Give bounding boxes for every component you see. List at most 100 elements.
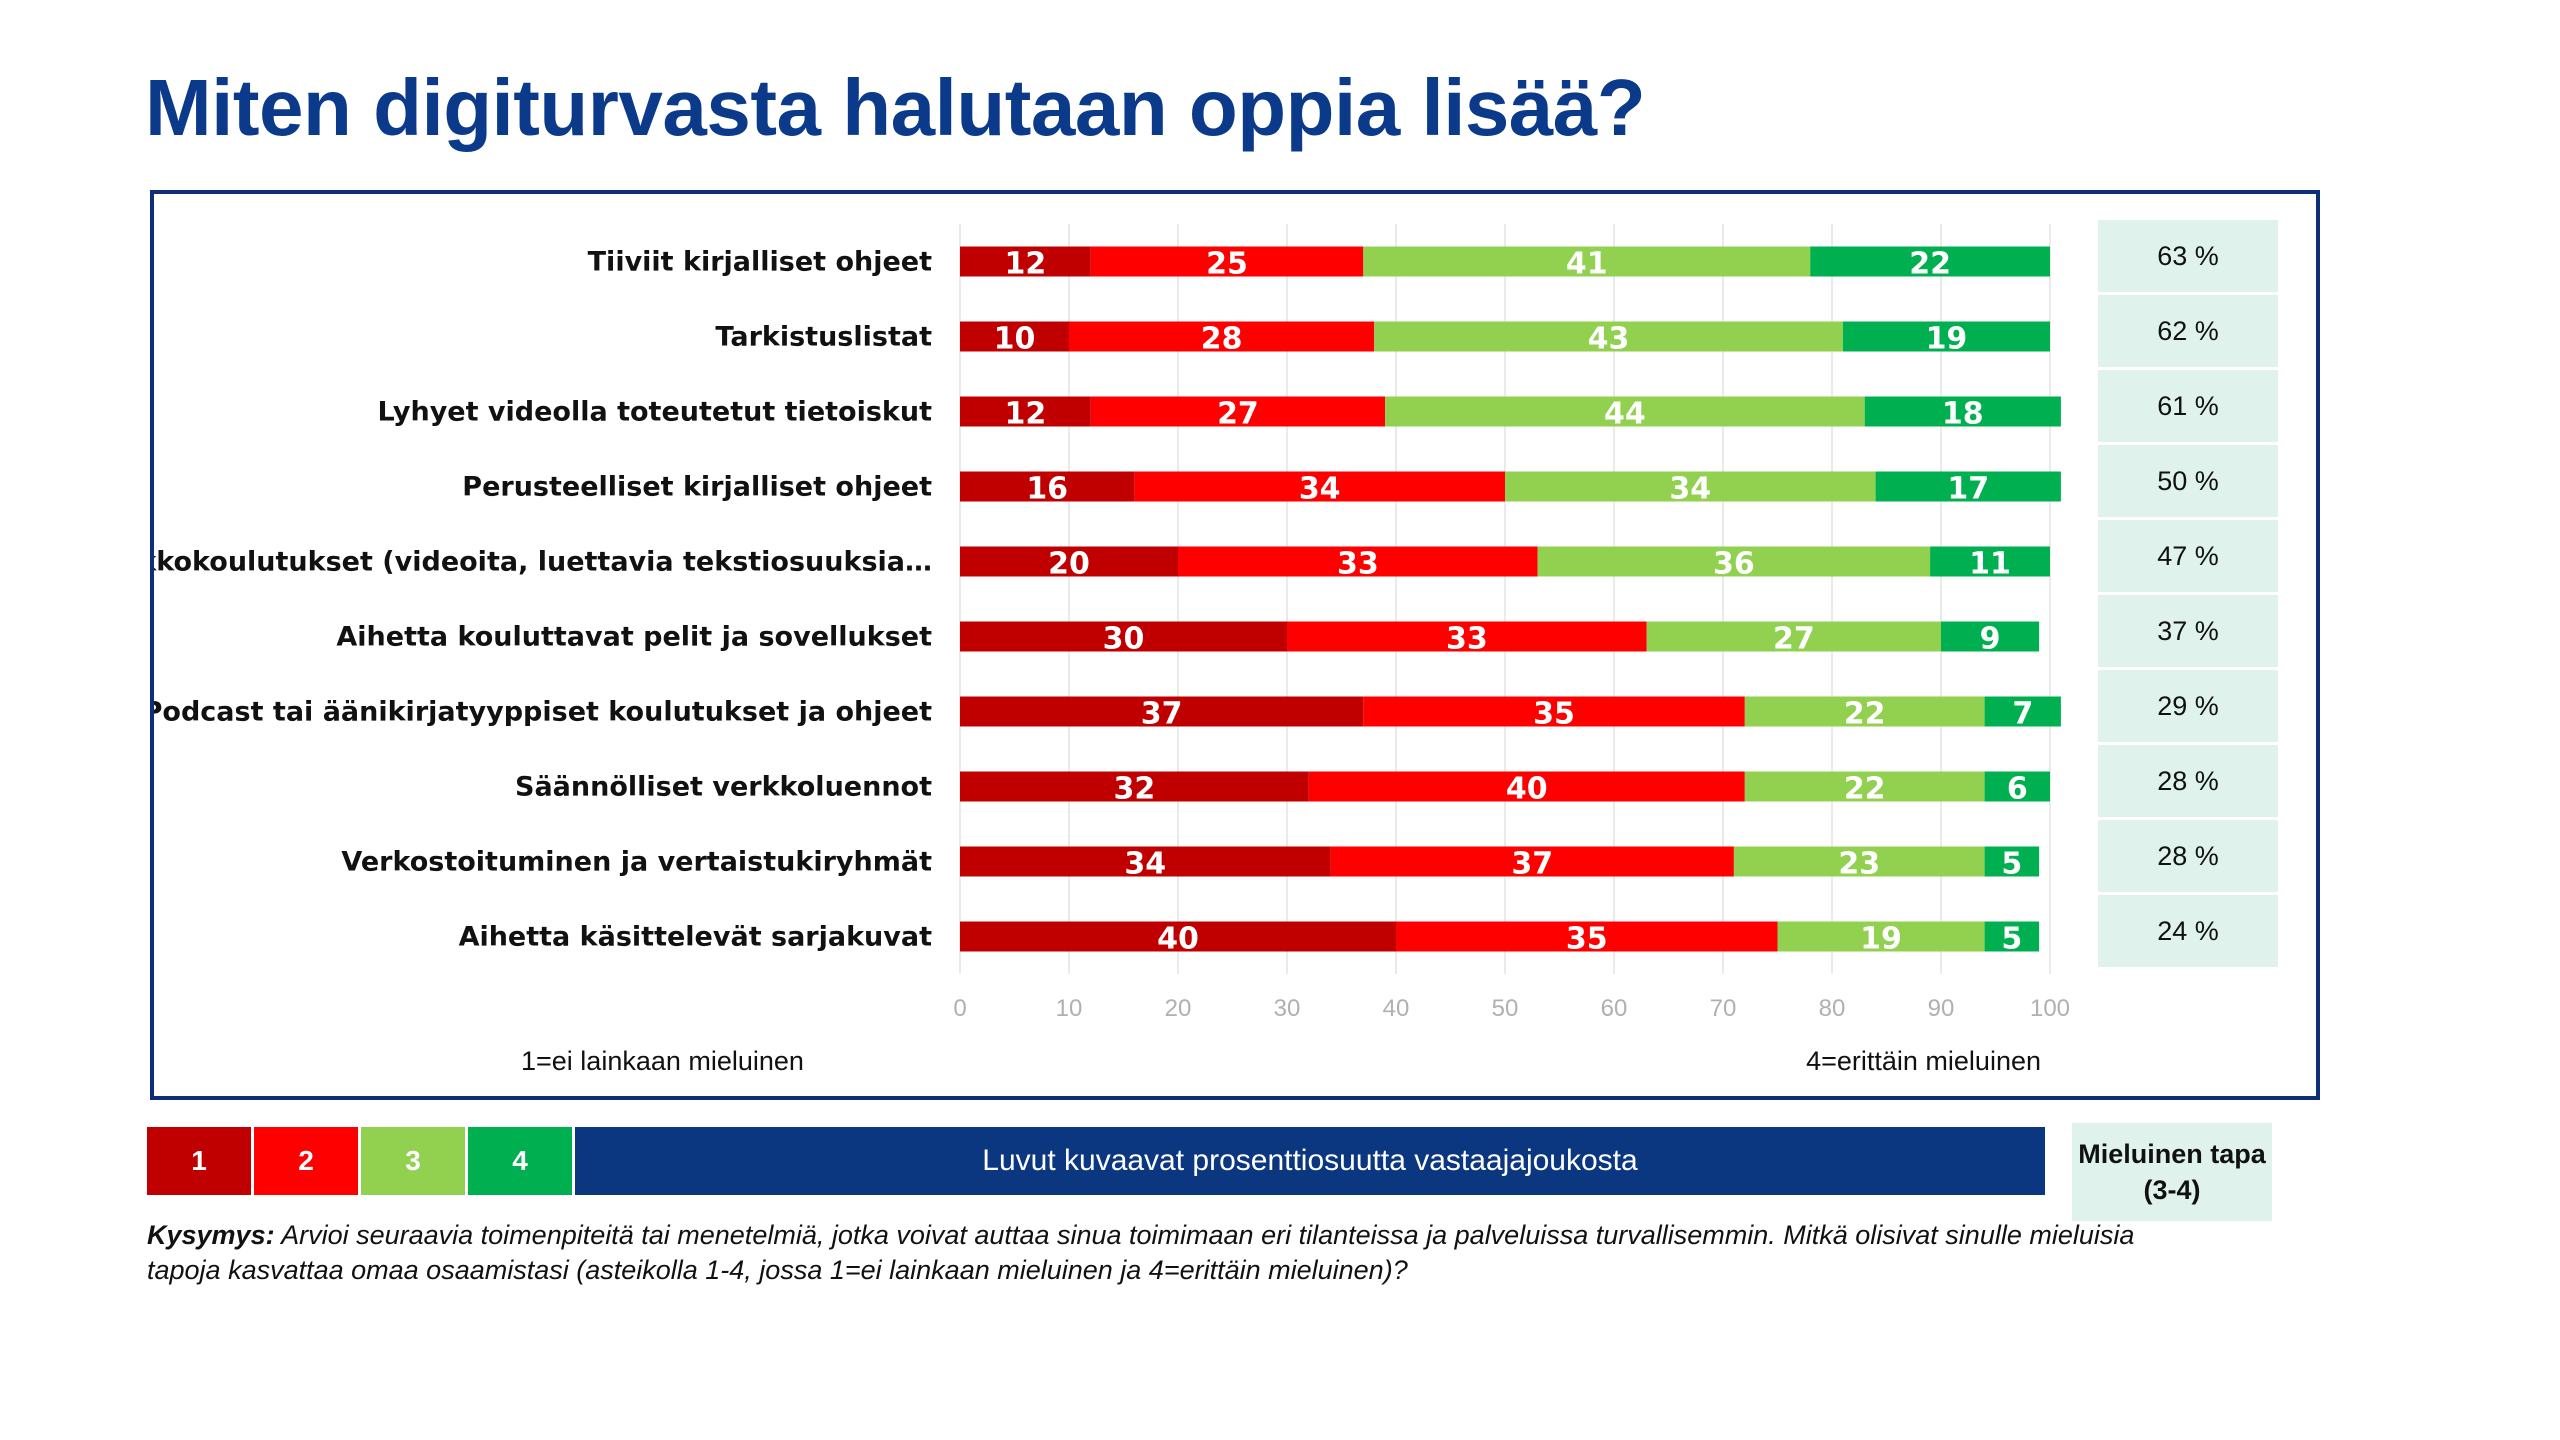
data-label: 19	[1860, 922, 1902, 957]
data-label: 11	[1969, 547, 2011, 582]
x-tick-label: 100	[2030, 995, 2070, 1022]
data-label: 35	[1533, 697, 1575, 732]
bar-segment	[1330, 846, 1734, 877]
legend-bar: 1 2 3 4 Luvut kuvaavat prosenttiosuutta …	[147, 1127, 2045, 1195]
share-cell: 50 %	[2098, 445, 2278, 517]
data-label: 40	[1157, 922, 1199, 957]
share-cell: 62 %	[2098, 295, 2278, 367]
bar-segment	[960, 621, 1287, 652]
category-label: Aihetta käsittelevät sarjakuvat	[459, 922, 933, 953]
bar-segment	[1505, 471, 1876, 502]
share-column: 63 % 62 % 61 % 50 % 47 % 37 % 29 % 28 % 28 % 24 %	[2098, 220, 2278, 970]
bar-segment	[960, 846, 1331, 877]
data-label: 10	[994, 322, 1036, 357]
bar-segment	[1385, 396, 1865, 427]
x-tick-label: 0	[953, 995, 966, 1022]
data-label: 22	[1844, 772, 1886, 807]
share-cell: 47 %	[2098, 520, 2278, 592]
data-label: 33	[1337, 547, 1379, 582]
data-label: 18	[1942, 397, 1984, 432]
data-label: 19	[1926, 322, 1968, 357]
bar-segment	[1374, 321, 1843, 352]
bar-segment	[1930, 546, 2050, 577]
data-label: 34	[1299, 472, 1341, 507]
bar-segment	[1733, 846, 1985, 877]
question-text: Kysymys: Arvioi seuraavia toimenpiteitä …	[147, 1218, 2147, 1288]
category-label: Verkostoituminen ja vertaistukiryhmät	[341, 847, 932, 878]
data-label: 7	[2012, 697, 2033, 732]
bar-segment	[960, 696, 1364, 727]
bar-segment	[1646, 621, 1941, 652]
question-label: Kysymys:	[147, 1220, 275, 1250]
bar-segment	[960, 246, 1091, 277]
bar-segment	[1363, 246, 1811, 277]
stacked-bar-chart: 0 10 20 30 40 50 60 70 80 90 100 Tiiviit kirjallise…	[154, 224, 2070, 1022]
data-label: 27	[1773, 622, 1815, 657]
category-label: Tiiviit kirjalliset ohjeet	[588, 247, 932, 278]
share-cell: 37 %	[2098, 595, 2278, 667]
x-tick-label: 60	[1601, 995, 1628, 1022]
bar-segment	[1984, 846, 2040, 877]
bar-segment	[960, 471, 1135, 502]
bar-segment	[1134, 471, 1505, 502]
bar-segment	[1984, 696, 2061, 727]
bar-segment	[960, 771, 1309, 802]
data-label: 22	[1909, 247, 1951, 282]
share-cell: 63 %	[2098, 220, 2278, 292]
page-title: Miten digiturvasta halutaan oppia lisää?	[145, 63, 1646, 152]
data-label: 34	[1124, 847, 1166, 882]
data-label: 5	[2001, 922, 2022, 957]
bar-segment	[960, 321, 1069, 352]
data-label: 35	[1566, 922, 1608, 957]
data-label: 5	[2001, 847, 2022, 882]
data-label: 40	[1506, 772, 1548, 807]
share-cell: 61 %	[2098, 370, 2278, 442]
bar-segment	[960, 546, 1178, 577]
category-label: Tarkistuslistat	[715, 322, 932, 353]
data-label: 28	[1201, 322, 1243, 357]
x-tick-label: 90	[1928, 995, 1955, 1022]
data-label: 23	[1838, 847, 1880, 882]
x-tick-label: 40	[1383, 995, 1410, 1022]
share-header: Mieluinen tapa (3-4)	[2072, 1123, 2272, 1221]
bar-segment	[1842, 321, 2050, 352]
data-label: 20	[1048, 547, 1090, 582]
bar-segment	[1777, 921, 1985, 952]
data-label: 30	[1103, 622, 1145, 657]
x-tick-label: 50	[1492, 995, 1519, 1022]
data-label: 43	[1588, 322, 1630, 357]
data-label: 34	[1669, 472, 1711, 507]
data-label: 32	[1114, 772, 1156, 807]
legend-swatch-4: 4	[468, 1127, 575, 1195]
share-cell: 28 %	[2098, 820, 2278, 892]
data-label: 27	[1217, 397, 1259, 432]
bar-segment	[960, 396, 1091, 427]
data-label: 44	[1604, 397, 1646, 432]
bar-segment	[1984, 771, 2050, 802]
x-tick-label: 30	[1274, 995, 1301, 1022]
scale-note-left: 1=ei lainkaan mieluinen	[521, 1046, 804, 1076]
data-label: 12	[1005, 247, 1047, 282]
category-label: Lyhyet videolla toteutetut tietoiskut	[378, 397, 933, 428]
legend-swatch-1: 1	[147, 1127, 254, 1195]
data-label: 41	[1566, 247, 1608, 282]
bar-segment	[1941, 621, 2040, 652]
data-label: 36	[1713, 547, 1755, 582]
data-label: 25	[1206, 247, 1248, 282]
category-label: Verkkokoulutukset (videoita, luettavia t…	[154, 547, 932, 578]
bar-segment	[1396, 921, 1778, 952]
bar-segment	[1984, 921, 2040, 952]
data-label: 16	[1026, 472, 1068, 507]
bar-segment	[1090, 246, 1364, 277]
bar-segment	[1178, 546, 1538, 577]
bar-segment	[1537, 546, 1931, 577]
bar-segment	[1810, 246, 2050, 277]
chart-frame: 0 10 20 30 40 50 60 70 80 90 100 Tiiviit kirjallise…	[150, 190, 2320, 1100]
x-tick-label: 80	[1819, 995, 1846, 1022]
bar-segment	[960, 921, 1396, 952]
bar-segment	[1744, 771, 1985, 802]
share-cell: 29 %	[2098, 670, 2278, 742]
category-label: Perusteelliset kirjalliset ohjeet	[462, 472, 932, 503]
bar-segment	[1069, 321, 1375, 352]
legend-note: Luvut kuvaavat prosenttiosuutta vastaaja…	[575, 1127, 2045, 1195]
